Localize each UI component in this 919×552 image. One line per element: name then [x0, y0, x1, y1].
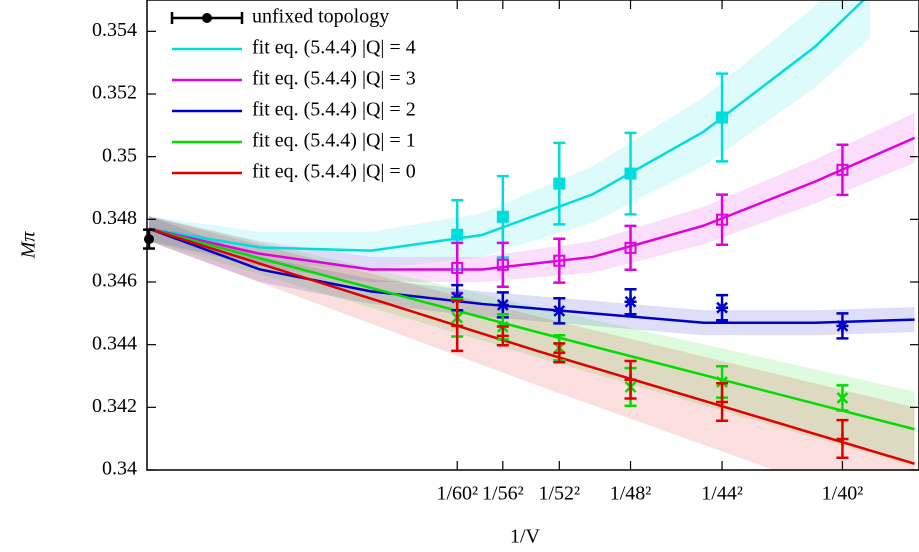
y-tick-label: 0.354: [92, 19, 137, 41]
point: [553, 177, 566, 190]
y-tick-label: 0.352: [92, 82, 137, 104]
x-tick-label: 1/48²: [610, 483, 652, 505]
point: [836, 392, 849, 404]
y-tick-label: 0.34: [102, 458, 137, 480]
point: [716, 111, 729, 124]
legend: unfixed topology fit eq. (5.4.4) |Q| = 4 f…: [158, 2, 416, 188]
point: [553, 254, 566, 267]
error-bar: [836, 143, 849, 197]
point: [836, 432, 849, 445]
point: [716, 213, 729, 226]
y-tick-label: 0.344: [92, 332, 137, 354]
fit-line: [148, 136, 916, 271]
fit-band: [148, 112, 915, 282]
point: [496, 210, 509, 223]
x-tick-label: 1/60²: [436, 483, 478, 505]
x-tick-label: 1/56²: [482, 483, 524, 505]
point: [451, 319, 464, 332]
error-bar: [496, 241, 509, 288]
fit-line: [148, 0, 866, 252]
x-tick-label: 1/52²: [539, 483, 581, 505]
error-bar: [716, 193, 729, 246]
x-tick-label: 1/44²: [701, 483, 743, 505]
points: [142, 72, 849, 460]
fits: [148, 0, 916, 465]
legend-label: fit eq. (5.4.4) |Q| = 2: [252, 99, 416, 121]
point: [496, 329, 509, 342]
point: [553, 346, 566, 359]
legend-marker: [202, 13, 212, 23]
legend-label: fit eq. (5.4.4) |Q| = 4: [252, 37, 416, 59]
x-axis-label: 1/V: [510, 526, 541, 548]
point: [451, 291, 464, 304]
y-axis-label: Mπ: [18, 231, 40, 260]
fit-line: [148, 227, 915, 465]
y-tick-label: 0.342: [92, 395, 137, 417]
point: [624, 241, 637, 254]
y-tick-label: 0.35: [102, 144, 137, 166]
point: [836, 319, 849, 332]
y-tick-label: 0.348: [92, 207, 137, 229]
point: [624, 167, 637, 180]
point: [716, 301, 729, 314]
fit-line: [148, 227, 915, 431]
point: [496, 258, 509, 271]
legend-label: fit eq. (5.4.4) |Q| = 3: [252, 68, 416, 90]
error-bar: [624, 224, 637, 272]
point: [451, 228, 464, 241]
fit-line: [148, 227, 915, 324]
point: [143, 234, 154, 245]
point: [496, 298, 509, 311]
point: [716, 376, 728, 388]
legend-label: fit eq. (5.4.4) |Q| = 1: [252, 130, 416, 152]
point: [716, 396, 729, 409]
y-tick-label: 0.346: [92, 270, 137, 292]
frame: [146, 0, 919, 471]
error-bar: [553, 237, 566, 284]
x-tick-label: 1/40²: [822, 483, 864, 505]
point: [624, 373, 637, 386]
fit-band: [148, 0, 871, 270]
axes: 0.34 0.342 0.344 0.346 0.348 0.35 0.352 0.354 1/…: [92, 0, 919, 505]
point: [553, 304, 566, 317]
legend-box: [158, 2, 353, 188]
point: [836, 163, 849, 176]
point: [624, 295, 637, 308]
legend-label: fit eq. (5.4.4) |Q| = 0: [252, 161, 416, 183]
legend-label: unfixed topology: [252, 6, 389, 28]
point: [451, 261, 464, 274]
